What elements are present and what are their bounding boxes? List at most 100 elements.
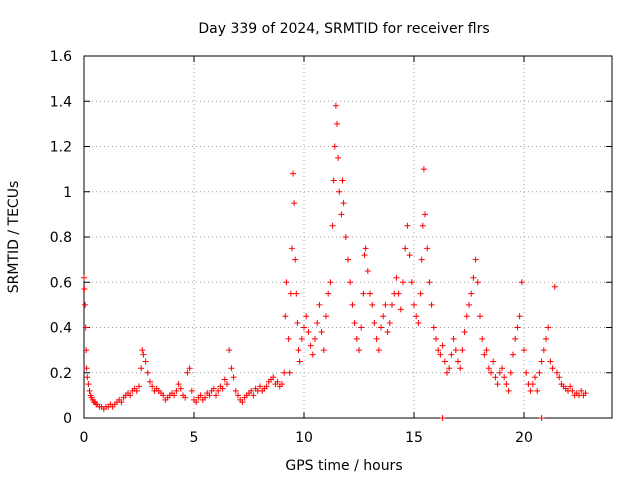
data-point [296, 358, 303, 365]
data-point [435, 347, 442, 354]
data-point [149, 383, 156, 390]
y-tick-label: 0 [63, 411, 72, 427]
data-point [527, 387, 534, 394]
data-point [582, 390, 589, 397]
y-tick-label: 1 [63, 185, 72, 201]
data-point [400, 279, 406, 286]
data-point [219, 385, 226, 392]
data-point [274, 378, 281, 385]
data-point [349, 301, 356, 308]
data-point [380, 313, 387, 320]
data-point [420, 166, 427, 173]
data-point [507, 369, 514, 376]
x-tick-label: 0 [80, 430, 89, 446]
data-point [547, 358, 554, 365]
data-point [389, 301, 395, 308]
data-point [294, 319, 301, 326]
data-point [492, 374, 499, 381]
data-point [309, 351, 316, 358]
grid-lines [84, 56, 612, 418]
data-point [433, 335, 439, 342]
axis-ticks: 0 0.2 0.4 0.6 0.8 1 1.2 1.4 1.6 0 5 10 15 20 [50, 49, 612, 446]
data-point [470, 274, 477, 281]
data-point [282, 313, 289, 320]
data-point [419, 222, 426, 229]
data-point [538, 415, 545, 421]
data-point [362, 245, 369, 252]
data-point [364, 267, 371, 274]
data-point [339, 177, 346, 184]
data-point [263, 383, 270, 390]
data-point [336, 188, 343, 195]
data-point [292, 256, 299, 263]
data-point [342, 234, 349, 240]
data-point [477, 313, 483, 320]
data-point [140, 351, 147, 358]
data-point [422, 211, 428, 218]
data-point [133, 387, 140, 394]
y-tick-label: 1.6 [50, 49, 72, 65]
data-point [160, 392, 167, 399]
data-point [210, 385, 217, 392]
data-point [307, 342, 314, 349]
data-point [373, 335, 380, 342]
data-point [488, 369, 494, 376]
data-point [483, 347, 490, 354]
y-tick-label: 0.2 [50, 366, 72, 382]
data-point [402, 245, 409, 252]
data-point [248, 387, 255, 394]
data-point [186, 365, 193, 372]
data-point [230, 374, 237, 381]
data-point [417, 290, 424, 297]
data-point [239, 399, 246, 406]
data-point [361, 252, 368, 259]
data-point [556, 374, 563, 381]
data-point [197, 392, 204, 399]
data-point [455, 358, 461, 365]
data-point [250, 392, 257, 399]
y-tick-label: 1.2 [50, 140, 72, 156]
data-point [505, 387, 512, 394]
data-point [461, 329, 468, 336]
data-point [351, 319, 358, 326]
data-point [424, 245, 431, 252]
x-tick-label: 5 [190, 430, 199, 446]
data-point [320, 347, 327, 354]
data-point [290, 170, 296, 177]
data-point [567, 383, 574, 390]
data-point [138, 365, 145, 372]
data-point [291, 200, 298, 207]
data-point [481, 351, 488, 358]
data-point [353, 335, 360, 342]
data-point [303, 313, 310, 320]
data-point [494, 381, 501, 388]
data-point [395, 290, 402, 297]
data-point [335, 154, 342, 161]
data-point [147, 378, 153, 385]
y-tick-label: 0.6 [50, 275, 72, 291]
data-point [285, 335, 292, 342]
y-axis-label: SRMTID / TECUs [6, 181, 22, 294]
data-point [452, 347, 459, 354]
data-point [286, 369, 293, 376]
data-point [358, 324, 365, 331]
data-point [426, 279, 433, 286]
data-point [554, 369, 560, 376]
data-point [83, 365, 90, 372]
x-tick-label: 15 [405, 430, 423, 446]
data-points [81, 102, 589, 421]
data-point [81, 286, 88, 293]
data-point [177, 385, 184, 392]
data-point [206, 392, 213, 399]
data-point [305, 329, 312, 336]
data-point [578, 387, 585, 394]
data-point [536, 369, 543, 376]
data-point [514, 324, 521, 331]
data-point [378, 324, 384, 331]
y-tick-label: 1.4 [50, 94, 72, 110]
data-point [171, 392, 178, 399]
data-point [279, 381, 285, 388]
data-point [144, 369, 151, 376]
data-point [235, 392, 241, 399]
